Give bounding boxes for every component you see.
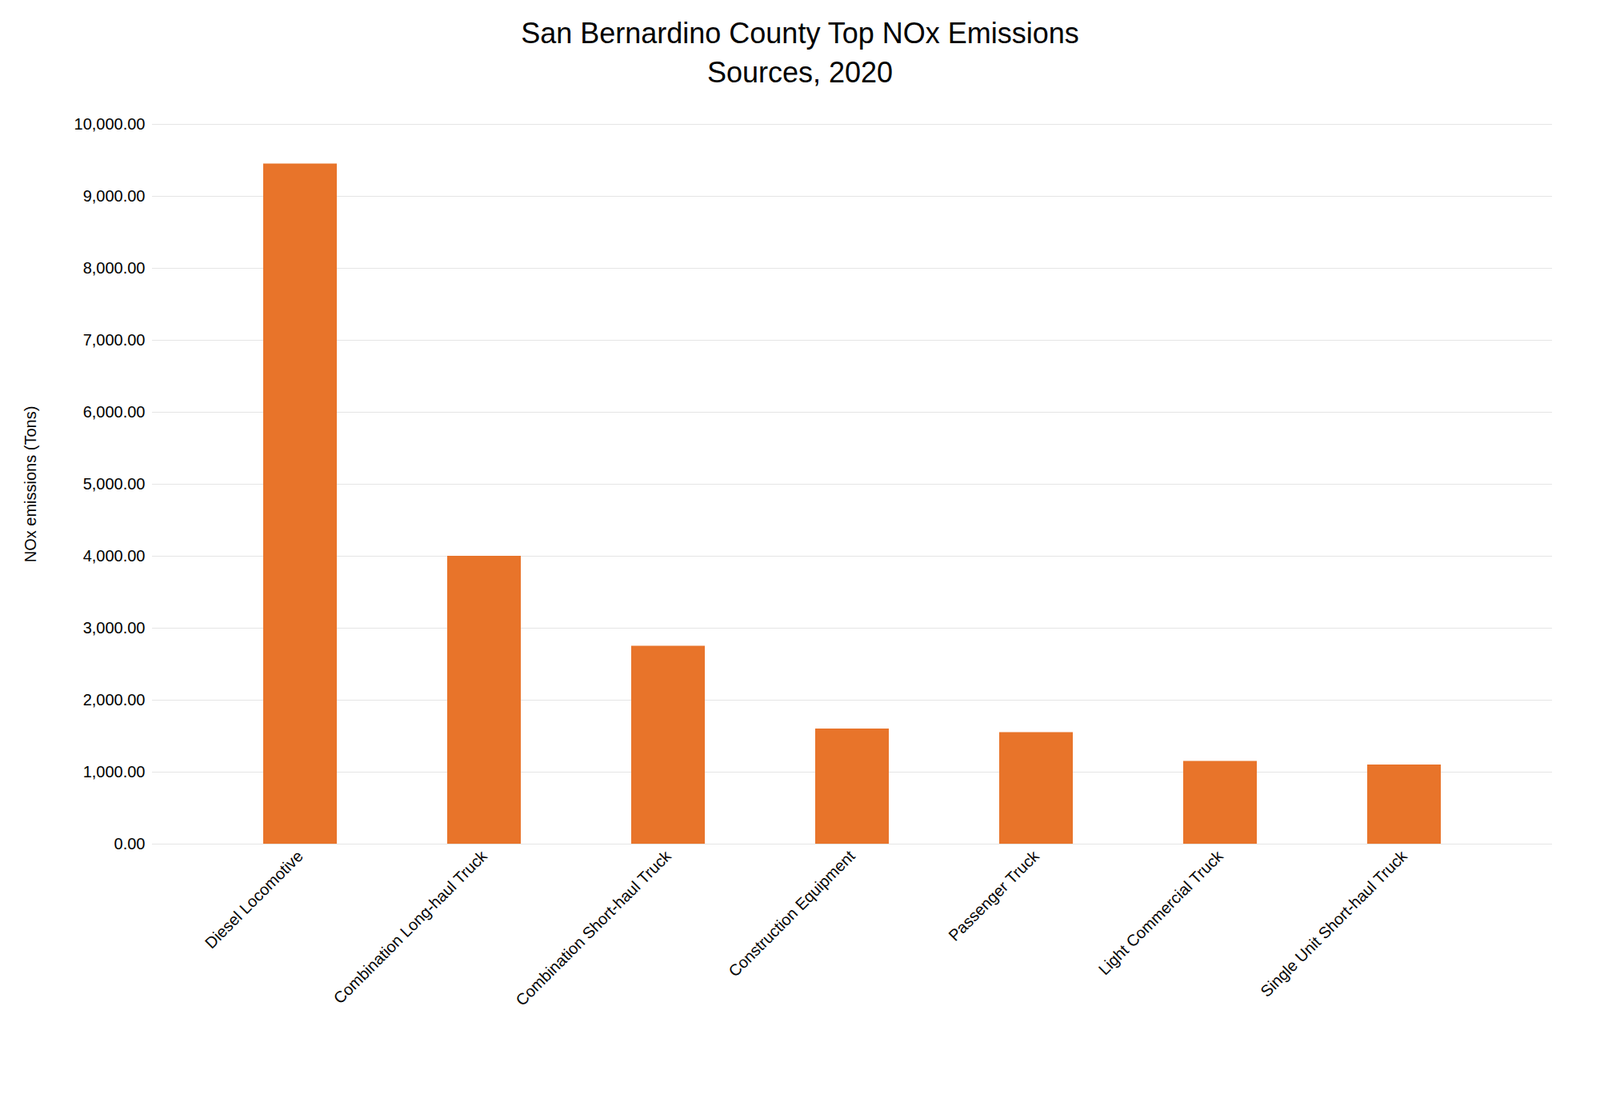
svg-text:NOx emissions (Tons): NOx emissions (Tons) — [21, 406, 40, 564]
svg-text:9,000.00: 9,000.00 — [83, 187, 146, 205]
svg-text:Light Commercial Truck: Light Commercial Truck — [1095, 847, 1228, 980]
svg-text:Combination Long-haul Truck: Combination Long-haul Truck — [330, 847, 492, 1008]
svg-text:Single Unit Short-haul Truck: Single Unit Short-haul Truck — [1256, 847, 1411, 1001]
svg-text:2,000.00: 2,000.00 — [83, 691, 146, 709]
svg-text:Passenger Truck: Passenger Truck — [944, 847, 1043, 945]
svg-text:6,000.00: 6,000.00 — [83, 403, 146, 421]
svg-text:Construction Equipment: Construction Equipment — [724, 847, 859, 981]
svg-text:Combination Short-haul Truck: Combination Short-haul Truck — [512, 847, 675, 1010]
svg-text:1,000.00: 1,000.00 — [83, 763, 146, 781]
svg-text:8,000.00: 8,000.00 — [83, 259, 146, 277]
svg-text:Diesel Locomotive: Diesel Locomotive — [201, 847, 307, 952]
svg-text:0.00: 0.00 — [114, 835, 146, 853]
svg-text:7,000.00: 7,000.00 — [83, 331, 146, 349]
svg-text:3,000.00: 3,000.00 — [83, 619, 146, 637]
svg-text:10,000.00: 10,000.00 — [74, 115, 146, 133]
svg-text:4,000.00: 4,000.00 — [83, 547, 146, 565]
svg-text:5,000.00: 5,000.00 — [83, 475, 146, 493]
html-text:San Bernardino County Top NOx: San Bernardino County Top NOx Emissions … — [520, 16, 1080, 89]
